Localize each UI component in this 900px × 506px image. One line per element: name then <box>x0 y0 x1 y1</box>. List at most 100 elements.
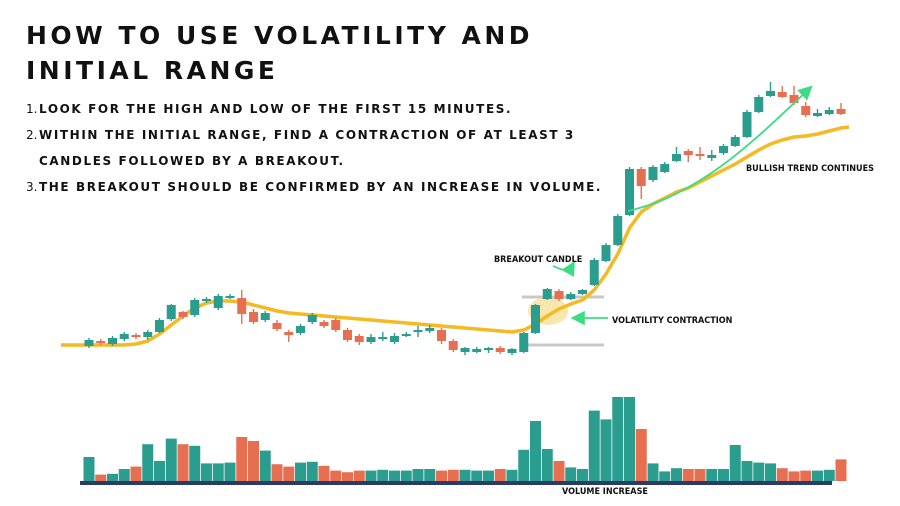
candle-body <box>601 245 611 261</box>
volume-bar <box>142 444 154 481</box>
candle-body <box>625 169 634 215</box>
candle <box>625 167 634 216</box>
candle <box>84 338 94 348</box>
candle-body <box>754 97 764 112</box>
volume-bar <box>236 437 248 481</box>
volume-bar <box>365 470 377 481</box>
volume-bar <box>729 445 741 481</box>
volume-bar <box>812 470 823 481</box>
candle-body <box>789 95 799 103</box>
step-text: LOOK FOR THE HIGH AND LOW OF THE FIRST 1… <box>39 102 513 116</box>
candle-body <box>578 290 587 294</box>
volume-bar <box>342 472 353 481</box>
candle-body <box>648 167 658 180</box>
volume-bar <box>189 445 201 481</box>
candle-body <box>613 216 623 245</box>
volume-bar <box>765 463 776 481</box>
volume-bar <box>659 471 671 481</box>
candle <box>601 243 611 262</box>
candle <box>131 333 141 339</box>
candle-body <box>249 312 258 322</box>
candle <box>307 313 317 324</box>
candle-body <box>119 334 129 339</box>
candle <box>155 318 164 333</box>
candle <box>143 330 153 340</box>
volume-bar <box>330 470 342 481</box>
candle <box>730 135 740 147</box>
candle <box>437 328 446 344</box>
breakout-arrow <box>552 260 575 277</box>
candle-body <box>307 315 317 322</box>
candle <box>719 144 728 155</box>
candle <box>789 86 799 105</box>
volume-bar <box>694 469 706 481</box>
volume-bar <box>212 463 224 481</box>
candle-body <box>542 289 552 299</box>
candle <box>766 82 775 97</box>
candle <box>319 320 329 328</box>
volume-bar <box>600 419 612 481</box>
volume-bar <box>259 450 271 481</box>
volume-bar <box>318 465 330 481</box>
candle <box>589 258 599 286</box>
candle-body <box>719 146 728 153</box>
volume-bar <box>377 469 389 481</box>
volume-bar <box>682 469 694 481</box>
candle-body <box>519 333 529 352</box>
candle-body <box>636 169 646 186</box>
candle-body <box>413 330 423 332</box>
volume-bar <box>224 462 236 481</box>
volume-bar <box>706 469 718 481</box>
candle-body <box>96 341 106 343</box>
candle-body <box>554 291 564 299</box>
candle-body <box>213 296 223 308</box>
volatility-contraction-label: VOLATILITY CONTRACTION <box>612 316 733 326</box>
volume-bar <box>353 470 365 481</box>
candle-body <box>354 336 364 342</box>
candle-body <box>730 137 740 146</box>
candle <box>260 311 270 322</box>
trend-arrow <box>627 85 813 212</box>
candle <box>249 309 258 324</box>
candle <box>507 348 517 355</box>
volume-bar <box>776 468 788 481</box>
candle-body <box>331 320 341 330</box>
candle <box>801 102 811 117</box>
volume-bar <box>741 461 753 481</box>
candle <box>284 330 294 342</box>
candle <box>390 333 399 344</box>
candle <box>296 324 305 335</box>
candle <box>742 110 752 138</box>
candle-body <box>801 106 811 115</box>
bullish-trend-label: BULLISH TREND CONTINUES <box>746 164 874 174</box>
candle <box>777 86 787 98</box>
candle <box>225 294 235 299</box>
candle <box>119 332 129 341</box>
breakout-candle-label: BREAKOUT CANDLE <box>494 255 582 265</box>
volume-bar <box>483 470 494 481</box>
candle-body <box>531 305 540 333</box>
volume-bar <box>518 449 530 481</box>
volume-bar <box>389 470 400 481</box>
candle-body <box>272 323 282 329</box>
candle-body <box>378 337 388 339</box>
candle <box>836 103 846 115</box>
steps-list: 1. LOOK FOR THE HIGH AND LOW OF THE FIRST… <box>26 96 606 200</box>
volume-bar <box>788 471 800 481</box>
candle-body <box>695 154 705 156</box>
candle-body <box>824 110 834 114</box>
candle-body <box>178 312 188 317</box>
volume-bar <box>588 410 600 481</box>
candle-body <box>284 332 294 335</box>
step-number: 2. <box>26 128 38 142</box>
step-text-continued: CANDLES FOLLOWED BY A BREAKOUT. <box>39 154 345 168</box>
candle <box>660 162 670 173</box>
volume-bar <box>95 474 107 481</box>
candle-body <box>108 338 117 344</box>
candle-body <box>472 349 482 352</box>
volume-bar <box>295 462 306 481</box>
step-text: WITHIN THE INITIAL RANGE, FIND A CONTRAC… <box>39 128 575 142</box>
volume-bars <box>83 397 847 481</box>
volume-bar <box>447 469 459 481</box>
volume-bar <box>671 468 682 481</box>
